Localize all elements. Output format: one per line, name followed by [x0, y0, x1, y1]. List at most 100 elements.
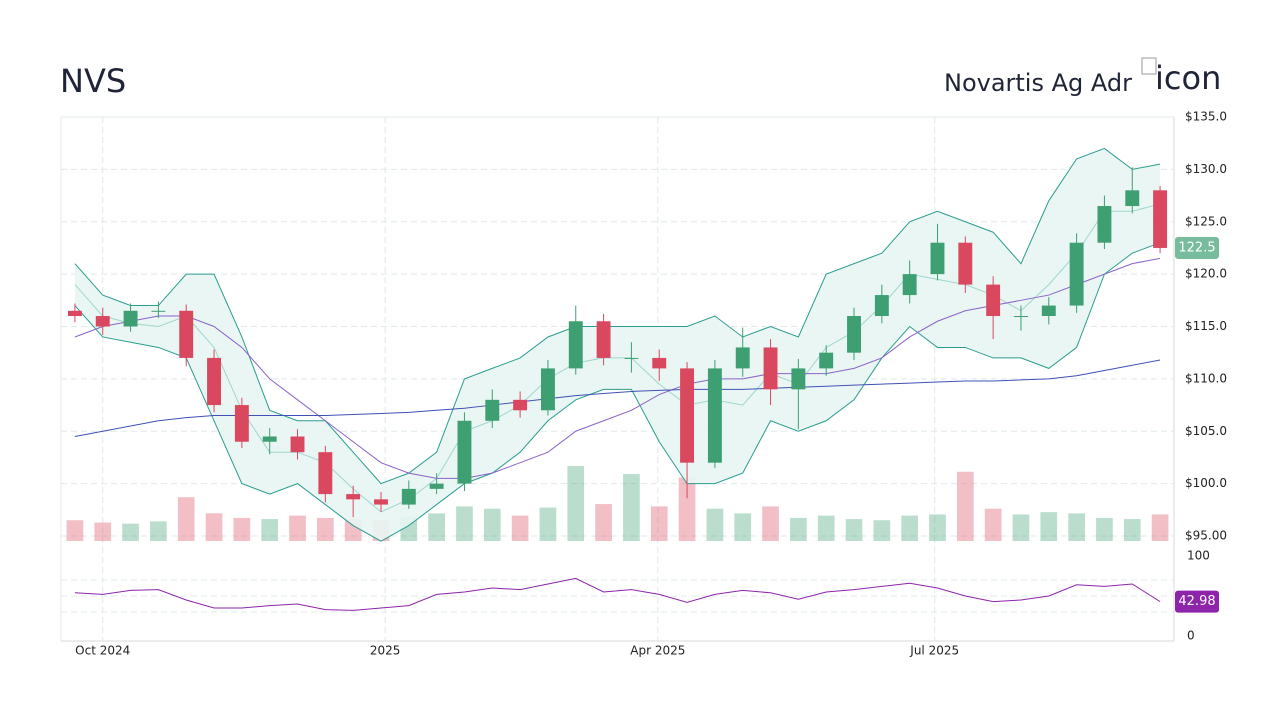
x-tick-label: Oct 2024 — [75, 644, 130, 658]
x-tick-label: Apr 2025 — [630, 644, 685, 658]
volume-bar — [483, 508, 501, 541]
candle-body — [707, 368, 722, 463]
volume-bar — [289, 515, 306, 541]
symbol: NVS — [60, 62, 126, 100]
candle-body — [568, 321, 583, 369]
y-tick-label: $95.00 — [1185, 529, 1227, 543]
company-name: Novartis Ag Adr — [944, 69, 1132, 97]
volume-bar — [1096, 517, 1113, 541]
y-tick-label: $105.0 — [1185, 424, 1227, 438]
icon-alt: icon — [1155, 59, 1221, 97]
rsi-box — [1175, 590, 1219, 613]
candle-body — [346, 494, 361, 500]
volume-bar — [1151, 514, 1169, 541]
volume-bar — [1068, 513, 1085, 541]
volume-bar — [762, 506, 779, 541]
band-fill — [74, 148, 1161, 542]
candle-body — [457, 420, 472, 484]
volume-bar — [428, 513, 445, 541]
candle-body — [902, 274, 917, 296]
candle-body — [179, 310, 194, 358]
volume-bar — [929, 514, 946, 541]
volume-bar — [984, 508, 1002, 541]
candle-body — [290, 436, 305, 453]
x-tick-label: Jul 2025 — [909, 644, 959, 658]
volume-bar — [595, 504, 612, 541]
candle-body — [401, 488, 416, 505]
volume-bar — [1012, 514, 1030, 541]
volume-bar — [122, 523, 139, 541]
candle-body — [847, 316, 861, 353]
volume-bar — [205, 513, 223, 541]
y-tick-label: $135.0 — [1185, 110, 1227, 124]
y-tick-label: $125.0 — [1185, 214, 1227, 228]
candle-body — [540, 368, 555, 411]
candle-body — [1069, 242, 1084, 306]
x-tick-label: 2025 — [370, 644, 401, 658]
volume-bar — [66, 520, 84, 541]
candle-body — [485, 399, 500, 421]
last-price-box — [1175, 236, 1219, 259]
candle-body — [318, 452, 333, 495]
rsi-label: 42.98 — [1178, 594, 1215, 609]
candle-body — [1097, 206, 1112, 243]
last-price-label: 122.5 — [1178, 240, 1215, 255]
volume-bar — [539, 507, 557, 541]
candle-body — [374, 499, 388, 505]
candle-body — [1014, 316, 1028, 318]
volume-bar — [706, 508, 724, 541]
volume-bar — [790, 517, 807, 541]
bb-middle-line — [74, 203, 1161, 513]
candle-body — [680, 368, 695, 463]
volume-bar — [567, 466, 585, 541]
candle-body — [986, 284, 1001, 317]
volume-bar — [233, 517, 251, 541]
volume-bar — [678, 477, 696, 541]
y-tick-label: $100.0 — [1185, 476, 1227, 490]
sma200-line — [74, 359, 1161, 437]
broken-image — [1141, 57, 1157, 75]
sma50-line — [74, 257, 1161, 479]
candle-body — [1125, 190, 1140, 207]
candle-body — [624, 357, 639, 359]
y-tick-label: $115.0 — [1185, 319, 1227, 333]
candle-body — [95, 316, 110, 327]
candle-body — [958, 242, 973, 285]
candle-body — [234, 405, 249, 442]
volume-bar — [150, 521, 167, 541]
volume-bar — [956, 471, 974, 541]
candle-body — [67, 310, 82, 317]
volume-bar — [845, 519, 863, 541]
candle-body — [262, 436, 277, 442]
volume-bar — [734, 513, 752, 541]
candle-body — [429, 483, 444, 489]
candle-body — [791, 368, 806, 390]
candle-body — [513, 399, 528, 411]
rsi-tick-label: 100 — [1187, 549, 1210, 563]
volume-bar — [873, 520, 891, 541]
candle-body — [735, 347, 750, 369]
candle-body — [763, 347, 778, 390]
candle-body — [207, 357, 221, 406]
volume-bar — [316, 517, 334, 541]
candle-body — [874, 295, 889, 317]
y-tick-label: $130.0 — [1185, 162, 1227, 176]
candle-body — [930, 242, 945, 275]
bb-lower-line — [74, 242, 1161, 542]
y-tick-label: $120.0 — [1185, 267, 1227, 281]
volume-bar — [177, 497, 195, 541]
candle-body — [819, 352, 834, 369]
y-tick-label: $110.0 — [1185, 371, 1227, 385]
volume-bar — [901, 515, 919, 541]
volume-bar — [261, 519, 279, 541]
volume-bar — [623, 474, 640, 541]
candle-body — [652, 357, 667, 369]
rsi-line — [74, 577, 1161, 611]
volume-bar — [456, 506, 473, 541]
volume-bar — [817, 515, 835, 541]
volume-bar — [511, 515, 529, 541]
volume-bar — [94, 522, 112, 541]
candle-body — [123, 310, 138, 327]
candle-body — [1153, 190, 1168, 248]
volume-bar — [650, 506, 668, 541]
